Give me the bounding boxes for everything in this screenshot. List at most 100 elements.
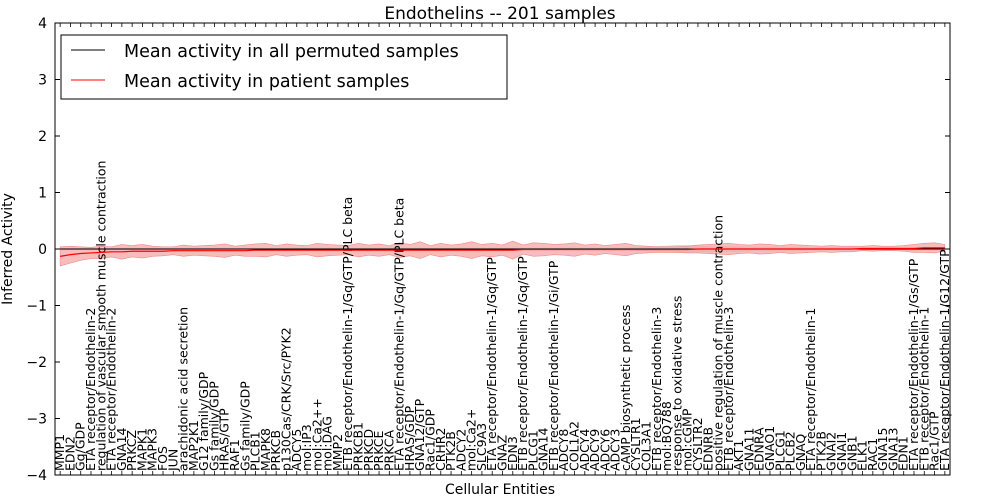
x-tick-label: COL3A1 <box>639 421 654 471</box>
x-tick-label: ETA receptor/Endothelin-1/Gq/GTP/PLC bet… <box>392 198 407 471</box>
x-tick-label: mol:IP3 <box>299 424 314 471</box>
x-tick-label: ETB receptor/Endothelin-1/Gq/GTP <box>515 256 530 471</box>
x-tick-label: Gs family/GDP <box>237 381 252 471</box>
y-axis-title: Inferred Activity <box>0 193 16 305</box>
x-tick-label: ELK1 <box>855 440 870 471</box>
x-tick-label: mol:DAG <box>320 416 335 471</box>
lines-layer <box>60 247 945 257</box>
y-tick-label: −1 <box>26 299 47 315</box>
x-tick-label: FOS <box>155 446 170 471</box>
x-tick-label: ETA receptor/Endothelin-1/Gq/GTP <box>484 257 499 471</box>
x-tick-label: Rac1/GDP <box>422 409 437 471</box>
x-tick-label: GNA15 <box>875 428 890 472</box>
x-tick-label: PTK2B <box>443 431 458 471</box>
x-tick-label: GNA14 <box>114 427 129 471</box>
y-tick-label: −3 <box>26 412 47 428</box>
y-tick-label: 1 <box>38 186 47 202</box>
y-tick-label: −2 <box>26 355 47 371</box>
y-tick-label: 4 <box>38 16 47 32</box>
chart-title: Endothelins -- 201 samples <box>384 4 615 24</box>
x-tick-label: PLCG1 <box>525 430 540 471</box>
x-tick-label: MAPK3 <box>145 428 160 471</box>
x-tick-label: ETA receptor/Endothelin-2 <box>104 308 119 471</box>
x-tick-label: ETB receptor/Endothelin-3 <box>721 307 736 471</box>
x-tick-label: PLCB2 <box>783 431 798 471</box>
x-tick-label: MAP2K1 <box>186 420 201 471</box>
x-tick-label: RAC1 <box>865 438 880 471</box>
x-tick-label: HRAS/GDP <box>402 405 417 471</box>
x-tick-label: Rac1/GTP <box>927 411 942 471</box>
x-tick-label: MAPK1 <box>134 428 149 471</box>
x-tick-label: ADCY4 <box>577 429 592 471</box>
x-tick-label: regulation of vascular smooth muscle con… <box>93 161 108 471</box>
x-tick-label: mol:cGMP <box>680 408 695 471</box>
x-tick-label: ADCY5 <box>289 429 304 471</box>
x-tick-label: ADCY8 <box>556 429 571 471</box>
x-tick-label: GNAZ <box>495 435 510 471</box>
x-tick-label: response to oxidative stress <box>669 296 684 471</box>
x-tick-label: PTK2B <box>813 431 828 471</box>
x-tick-label: positive regulation of muscle contractio… <box>711 215 726 471</box>
x-tick-label: EDN2 <box>62 436 77 471</box>
x-tick-label: AKT1 <box>731 440 746 471</box>
x-tick-label: PLCB1 <box>248 431 263 471</box>
x-tick-label: GNB1 <box>844 435 859 471</box>
x-tick-label: PRKCB <box>268 430 283 471</box>
legend-box <box>60 34 508 100</box>
x-tick-label: EDN1 <box>896 436 911 471</box>
y-tick-label: −4 <box>26 468 47 484</box>
x-tick-label: EDNRB <box>700 427 715 471</box>
x-tick-label: ETB receptor/Endothelin-3 <box>649 307 664 471</box>
x-tick-label: ETB receptor/Endothelin-1/Gi/GTP <box>546 260 561 471</box>
x-tick-label: PLCG1 <box>772 430 787 471</box>
x-tick-label: CYSLTR2 <box>690 417 705 471</box>
series-band-1 <box>59 240 946 267</box>
x-tick-label: PRKCD <box>361 429 376 471</box>
x-tick-label: MMP1 <box>52 434 67 471</box>
x-tick-label: ETA receptor/Endothelin-1 <box>803 308 818 471</box>
x-tick-label: PRKCA <box>381 430 396 471</box>
x-tick-label: ADCY3 <box>608 429 623 471</box>
legend-label-permuted: Mean activity in all permuted samples <box>124 42 459 62</box>
x-tick-label: Gs family/GDP <box>206 381 221 471</box>
x-tick-label: ADCY9 <box>587 429 602 471</box>
x-tick-label: COL1A2 <box>567 421 582 471</box>
y-tick-label: 0 <box>38 242 47 258</box>
x-tick-label: PRKCB1 <box>350 422 365 471</box>
x-tick-label: GNAI2 <box>824 432 839 471</box>
x-tick-label: ETB receptor/Endothelin-1/Gq/GTP/PLC bet… <box>340 197 355 471</box>
x-tick-label: arachidonic acid secretion <box>176 307 191 471</box>
x-tick-label: HRAS/GTP <box>217 408 232 471</box>
x-tick-label: EDN3 <box>505 436 520 471</box>
x-tick-label: mol:Ca2++ <box>309 398 324 471</box>
x-tick-label: CRHR2 <box>433 428 448 471</box>
x-tick-label: GNAI1 <box>834 432 849 471</box>
x-tick-label: GNAO1 <box>762 426 777 471</box>
x-tick-label: JUN <box>165 449 180 472</box>
x-tick-label: ETB receptor/Endothelin-1 <box>916 307 931 471</box>
x-tick-label: G12 family/GDP <box>196 371 211 471</box>
x-tick-label: ETA receptor/Endothelin-1/Gs/GTP <box>906 258 921 471</box>
x-tick-label: PRKCZ <box>124 430 139 471</box>
x-axis-title: Cellular Entities <box>445 482 555 498</box>
x-tick-label: GNA12/GTP <box>412 398 427 471</box>
x-tick-label: RAF1 <box>227 439 242 471</box>
x-tick-label: Gq/GDP <box>73 422 88 471</box>
x-tick-label: PRKCE <box>371 431 386 471</box>
x-tick-label: GNA14 <box>536 427 551 471</box>
bands-layer <box>59 240 946 267</box>
x-tick-label: ADCY2 <box>453 429 468 471</box>
x-tick-label: p130Cas/CRK/Src/PYK2 <box>278 327 293 471</box>
legend: Mean activity in all permuted samples Me… <box>60 34 508 100</box>
x-tick-label: CYSLTR1 <box>628 417 643 471</box>
legend-label-patient: Mean activity in patient samples <box>124 72 409 92</box>
x-tick-label: GNA13 <box>885 428 900 472</box>
x-tick-label: cAMP biosynthetic process <box>618 305 633 471</box>
x-tick-label: ADCY6 <box>597 429 612 471</box>
x-tick-label: mol:BQ788 <box>659 401 674 471</box>
x-tick-label: ETA receptor/Endothelin-1/G12/GTP <box>937 249 952 471</box>
x-tick-label: GNAQ <box>793 434 808 471</box>
x-tick-label: SLC9A3 <box>474 423 489 471</box>
x-tick-label: MMP2 <box>330 434 345 471</box>
